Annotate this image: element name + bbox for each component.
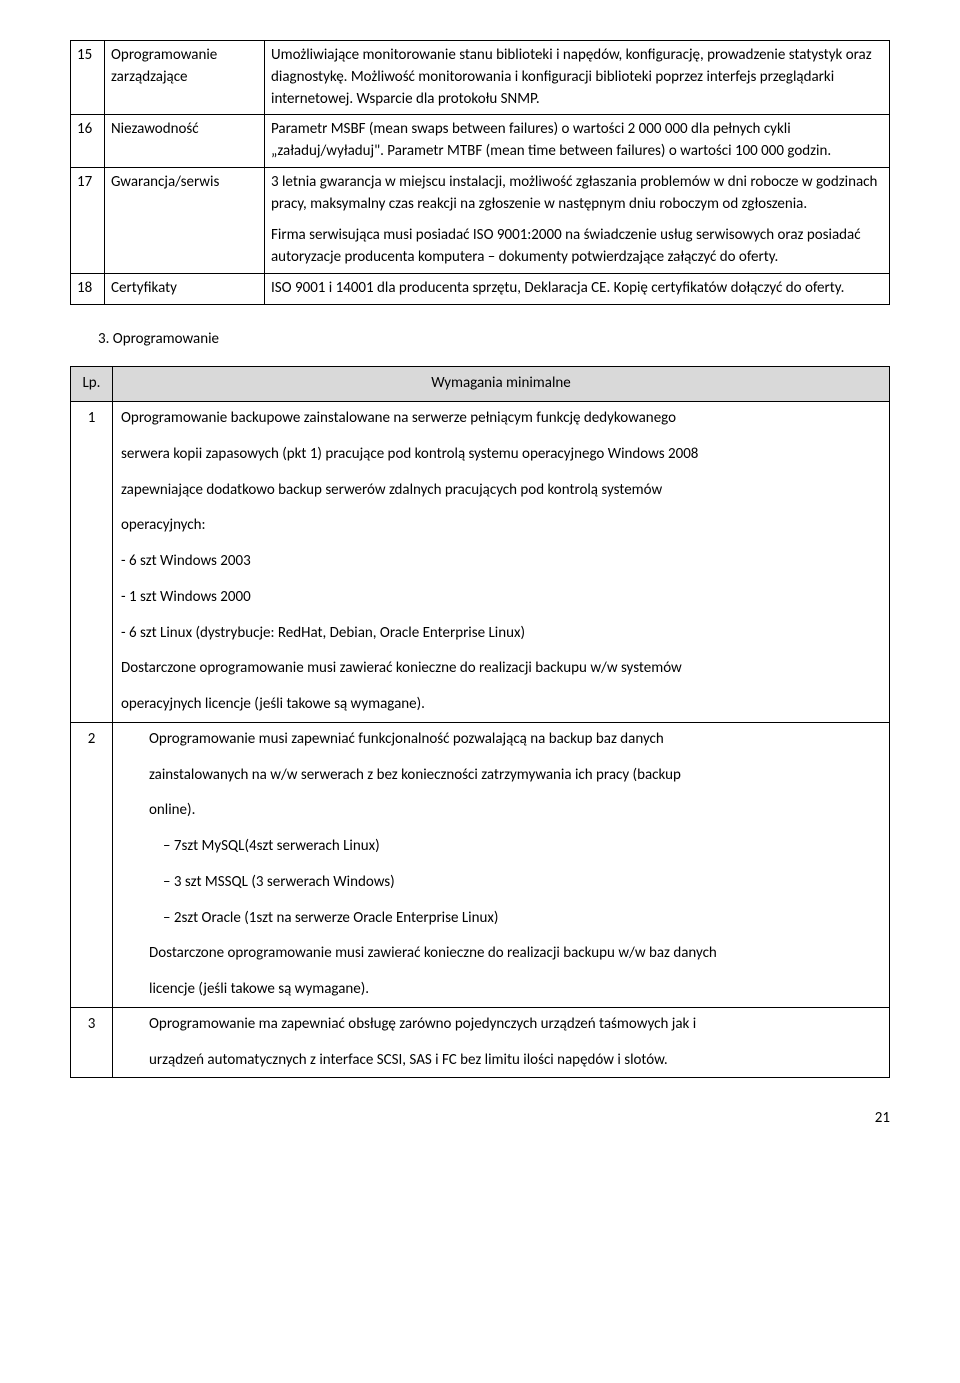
req-paragraph: - 6 szt Windows 2003 (121, 551, 881, 573)
spec-row: 18Certyfikaty ISO 9001 i 14001 dla produc… (71, 273, 890, 304)
req-paragraph: - 6 szt Linux (dystrybucje: RedHat, Debi… (121, 623, 881, 645)
req-header-wm: Wymagania minimalne (113, 367, 890, 402)
req-paragraph: – 7szt MySQL(4szt serwerach Linux) (163, 836, 881, 858)
req-paragraph: zainstalowanych na w/w serwerach z bez k… (149, 765, 881, 787)
req-paragraph: serwera kopii zapasowych (pkt 1) pracują… (121, 444, 881, 466)
req-row-lp: 1 (71, 402, 113, 723)
req-paragraph: licencje (jeśli takowe są wymagane). (149, 979, 881, 1001)
spec-row-num: 16 (71, 115, 105, 168)
spec-desc-paragraph: Firma serwisująca musi posiadać ISO 9001… (271, 225, 883, 269)
req-paragraph: Oprogramowanie backupowe zainstalowane n… (121, 408, 881, 430)
spec-table: 15Oprogramowanie zarządzająceUmożliwiają… (70, 40, 890, 305)
req-row: 2 Oprogramowanie musi zapewniać funkcjona… (71, 722, 890, 1007)
spec-row: 16NiezawodnośćParametr MSBF (mean swaps … (71, 115, 890, 168)
req-paragraph: Dostarczone oprogramowanie musi zawierać… (149, 943, 881, 965)
req-row-content: Oprogramowanie ma zapewniać obsługę zaró… (113, 1007, 890, 1078)
spec-desc-paragraph: ISO 9001 i 14001 dla producenta sprzętu,… (271, 278, 883, 300)
spec-row-name: Oprogramowanie zarządzające (105, 41, 265, 115)
req-row: 3 Oprogramowanie ma zapewniać obsługę zar… (71, 1007, 890, 1078)
spec-row-name: Certyfikaty (105, 273, 265, 304)
spec-row-desc: 3 letnia gwarancja w miejscu instalacji,… (265, 167, 890, 273)
req-row-lp: 2 (71, 722, 113, 1007)
section-title: 3. Oprogramowanie (98, 329, 890, 351)
req-row-content: Oprogramowanie musi zapewniać funkcjonal… (113, 722, 890, 1007)
req-row-lp: 3 (71, 1007, 113, 1078)
req-paragraph: Dostarczone oprogramowanie musi zawierać… (121, 658, 881, 680)
spec-row-num: 17 (71, 167, 105, 273)
spec-desc-paragraph: Parametr MSBF (mean swaps between failur… (271, 119, 883, 163)
spec-row-name: Gwarancja/serwis (105, 167, 265, 273)
req-row: 1 Oprogramowanie backupowe zainstalowane … (71, 402, 890, 723)
req-paragraph: urządzeń automatycznych z interface SCSI… (149, 1050, 881, 1072)
req-paragraph: online). (149, 800, 881, 822)
spec-desc-paragraph: 3 letnia gwarancja w miejscu instalacji,… (271, 172, 883, 216)
spec-desc-paragraph: Umożliwiające monitorowanie stanu biblio… (271, 45, 883, 110)
spec-row-desc: Umożliwiające monitorowanie stanu biblio… (265, 41, 890, 115)
spec-row: 17Gwarancja/serwis3 letnia gwarancja w m… (71, 167, 890, 273)
spec-row-num: 15 (71, 41, 105, 115)
spec-row: 15Oprogramowanie zarządzająceUmożliwiają… (71, 41, 890, 115)
req-paragraph: Oprogramowanie musi zapewniać funkcjonal… (149, 729, 881, 751)
req-paragraph: - 1 szt Windows 2000 (121, 587, 881, 609)
spec-row-desc: Parametr MSBF (mean swaps between failur… (265, 115, 890, 168)
req-row-content: Oprogramowanie backupowe zainstalowane n… (113, 402, 890, 723)
req-paragraph: operacyjnych licencje (jeśli takowe są w… (121, 694, 881, 716)
spec-row-num: 18 (71, 273, 105, 304)
req-paragraph: – 2szt Oracle (1szt na serwerze Oracle E… (163, 908, 881, 930)
req-paragraph: operacyjnych: (121, 515, 881, 537)
req-paragraph: Oprogramowanie ma zapewniać obsługę zaró… (149, 1014, 881, 1036)
page-number: 21 (70, 1108, 890, 1130)
spec-row-desc: ISO 9001 i 14001 dla producenta sprzętu,… (265, 273, 890, 304)
req-paragraph: zapewniające dodatkowo backup serwerów z… (121, 480, 881, 502)
req-paragraph: – 3 szt MSSQL (3 serwerach Windows) (163, 872, 881, 894)
requirements-table: Lp. Wymagania minimalne 1 Oprogramowanie … (70, 366, 890, 1078)
spec-row-name: Niezawodność (105, 115, 265, 168)
req-header-lp: Lp. (71, 367, 113, 402)
